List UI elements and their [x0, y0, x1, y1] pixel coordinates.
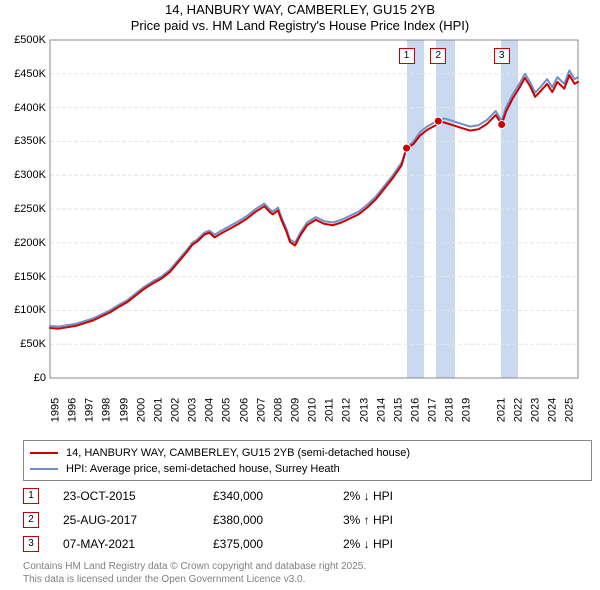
- x-tick-label: 2005: [221, 398, 233, 422]
- x-tick-label: 2014: [375, 398, 387, 422]
- x-tick-label: 2008: [272, 398, 284, 422]
- x-tick-label: 2002: [170, 398, 182, 422]
- x-tick-label: 2012: [341, 398, 353, 422]
- x-tick-label: 2022: [512, 398, 524, 422]
- x-tick-label: 2021: [495, 398, 507, 422]
- transaction-date: 25-AUG-2017: [63, 513, 213, 527]
- x-tick-label: 2011: [324, 398, 336, 422]
- attribution-line-1: Contains HM Land Registry data © Crown c…: [23, 561, 366, 574]
- transaction-marker-3: 3: [494, 48, 510, 64]
- x-tick-label: 2019: [461, 398, 473, 422]
- legend: 14, HANBURY WAY, CAMBERLEY, GU15 2YB (se…: [23, 440, 592, 481]
- attribution-line-2: This data is licensed under the Open Gov…: [23, 574, 366, 587]
- transaction-row: 1 23-OCT-2015£340,0002% ↓ HPI: [23, 484, 578, 508]
- x-tick-label: 2009: [290, 398, 302, 422]
- transaction-row-marker: 1: [23, 488, 39, 504]
- transaction-row-marker: 3: [23, 536, 39, 552]
- transaction-price: £375,000: [213, 537, 343, 551]
- transactions-table: 123-OCT-2015£340,0002% ↓ HPI225-AUG-2017…: [23, 484, 578, 556]
- transaction-delta: 2% ↓ HPI: [343, 489, 473, 503]
- x-tick-label: 1996: [67, 398, 79, 422]
- transaction-delta: 3% ↑ HPI: [343, 513, 473, 527]
- x-tick-label: 2010: [307, 398, 319, 422]
- x-tick-label: 2023: [530, 398, 542, 422]
- x-tick-label: 2006: [238, 398, 250, 422]
- x-tick-label: 2017: [427, 398, 439, 422]
- transaction-price: £340,000: [213, 489, 343, 503]
- transaction-row: 2 25-AUG-2017£380,0003% ↑ HPI: [23, 508, 578, 532]
- x-tick-label: 2001: [152, 398, 164, 422]
- legend-label-hpi: HPI: Average price, semi-detached house,…: [66, 463, 340, 475]
- x-tick-label: 2000: [135, 398, 147, 422]
- x-tick-label: 2024: [547, 398, 559, 422]
- transaction-date: 07-MAY-2021: [63, 537, 213, 551]
- transaction-marker-2: 2: [430, 48, 446, 64]
- x-tick-label: 2003: [187, 398, 199, 422]
- attribution: Contains HM Land Registry data © Crown c…: [23, 561, 366, 586]
- legend-row-subject: 14, HANBURY WAY, CAMBERLEY, GU15 2YB (se…: [30, 445, 585, 461]
- transaction-delta: 2% ↓ HPI: [343, 537, 473, 551]
- x-tick-label: 2018: [444, 398, 456, 422]
- transaction-row: 3 07-MAY-2021£375,0002% ↓ HPI: [23, 532, 578, 556]
- transaction-row-marker: 2: [23, 512, 39, 528]
- transaction-price: £380,000: [213, 513, 343, 527]
- x-tick-label: 2013: [358, 398, 370, 422]
- legend-row-hpi: HPI: Average price, semi-detached house,…: [30, 461, 585, 477]
- legend-swatch-subject: [30, 452, 58, 454]
- x-tick-label: 2004: [204, 398, 216, 422]
- legend-label-subject: 14, HANBURY WAY, CAMBERLEY, GU15 2YB (se…: [66, 447, 410, 459]
- chart-plot: [0, 0, 600, 380]
- x-tick-label: 2007: [255, 398, 267, 422]
- x-tick-label: 2016: [410, 398, 422, 422]
- x-tick-label: 2025: [564, 398, 576, 422]
- x-tick-label: 2015: [392, 398, 404, 422]
- x-tick-label: 1998: [101, 398, 113, 422]
- transaction-marker-1: 1: [399, 48, 415, 64]
- x-tick-label: 1999: [118, 398, 130, 422]
- transaction-date: 23-OCT-2015: [63, 489, 213, 503]
- legend-swatch-hpi: [30, 468, 58, 470]
- x-tick-label: 1997: [84, 398, 96, 422]
- x-tick-label: 1995: [50, 398, 62, 422]
